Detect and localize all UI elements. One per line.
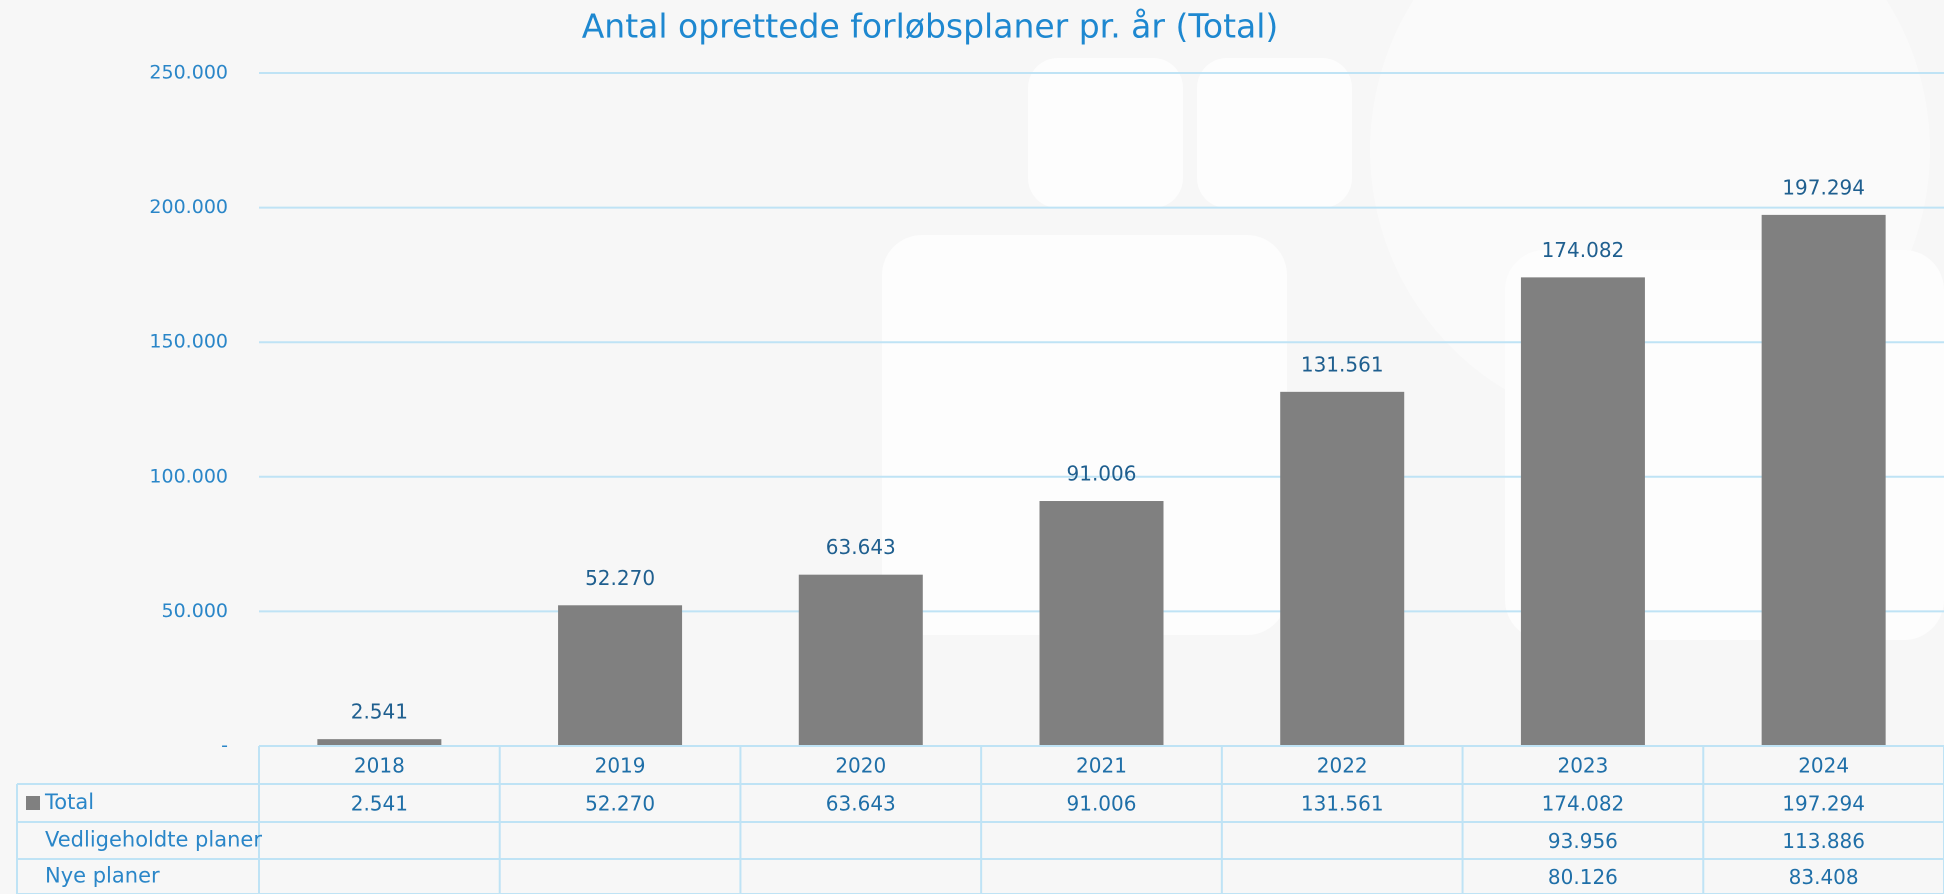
y-tick-label: 150.000 (149, 331, 228, 353)
table-cell: 63.643 (826, 792, 896, 816)
table-cell: 91.006 (1067, 792, 1137, 816)
table-cell: 131.561 (1301, 792, 1384, 816)
table-cell: 93.956 (1548, 829, 1618, 853)
legend-key (26, 796, 40, 810)
bar (317, 739, 442, 746)
table-cell: 2.541 (351, 792, 408, 816)
value-label: 63.643 (826, 535, 896, 559)
x-tick-label: 2019 (595, 754, 646, 778)
table-cell: 197.294 (1782, 792, 1865, 816)
chart-title: Antal oprettede forløbsplaner pr. år (To… (582, 7, 1279, 46)
table-cell: 174.082 (1542, 792, 1625, 816)
x-tick-label: 2020 (835, 754, 886, 778)
bar (798, 574, 923, 746)
row-label: Nye planer (45, 864, 160, 888)
value-label: 91.006 (1067, 462, 1137, 486)
table-cell: 52.270 (585, 792, 655, 816)
value-label: 131.561 (1301, 352, 1384, 376)
table-cell: 113.886 (1782, 829, 1865, 853)
bar (1039, 501, 1164, 746)
x-tick-label: 2021 (1076, 754, 1127, 778)
y-tick-label: 250.000 (149, 62, 228, 84)
y-tick-label: 100.000 (149, 465, 228, 487)
legend-label: Total (44, 790, 94, 814)
value-label: 174.082 (1542, 238, 1625, 262)
x-tick-label: 2024 (1798, 754, 1849, 778)
value-label: 2.541 (351, 700, 408, 724)
y-tick-label: 200.000 (149, 196, 228, 218)
y-tick-label: 50.000 (162, 600, 228, 622)
bar (1280, 391, 1405, 746)
x-tick-label: 2022 (1317, 754, 1368, 778)
x-tick-label: 2018 (354, 754, 405, 778)
value-label: 52.270 (585, 566, 655, 590)
bar (558, 605, 683, 746)
x-tick-label: 2023 (1557, 754, 1608, 778)
value-label: 197.294 (1782, 175, 1865, 199)
row-label: Vedligeholdte planer (45, 828, 262, 852)
y-tick-label: - (221, 735, 228, 757)
bar (1761, 214, 1886, 747)
bar (1520, 277, 1645, 746)
table-cell: 80.126 (1548, 865, 1618, 889)
table-cell: 83.408 (1789, 865, 1859, 889)
